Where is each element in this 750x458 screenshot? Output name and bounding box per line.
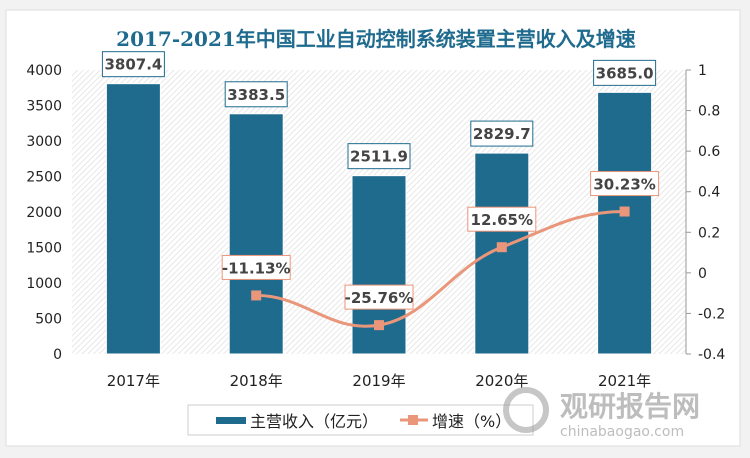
growth-marker bbox=[496, 242, 507, 253]
watermark-url: chinabaogao.com bbox=[560, 424, 684, 440]
left-axis-tick-label: 2500 bbox=[26, 170, 62, 186]
x-axis-tick-label: 2021年 bbox=[598, 372, 651, 390]
left-axis-tick-label: 500 bbox=[35, 312, 62, 328]
right-axis-tick-label: 0.2 bbox=[698, 225, 720, 241]
growth-line bbox=[256, 210, 625, 328]
left-axis-tick-label: 0 bbox=[53, 347, 62, 363]
growth-marker bbox=[374, 320, 384, 331]
right-axis-tick-label: -0.4 bbox=[698, 347, 725, 363]
bar-revenue bbox=[474, 152, 530, 355]
left-axis-tick-label: 1500 bbox=[26, 241, 62, 257]
data-label-box bbox=[347, 143, 411, 170]
chart-title: 2017-2021年中国工业自动控制系统装置主营收入及增速 bbox=[116, 27, 636, 51]
data-label-box bbox=[590, 171, 660, 197]
right-axis-tick-label: 0.6 bbox=[698, 144, 720, 160]
right-axis-tick-label: 0.8 bbox=[698, 104, 720, 120]
data-label-box bbox=[344, 284, 414, 310]
data-label-box bbox=[470, 120, 534, 147]
data-label-revenue: 3807.4 bbox=[104, 56, 162, 74]
x-axis-tick-label: 2017年 bbox=[107, 372, 160, 390]
left-axis-tick-label: 1000 bbox=[26, 276, 62, 292]
data-label-box bbox=[221, 254, 291, 280]
right-axis-tick-label: 0 bbox=[698, 266, 707, 282]
data-label-box bbox=[467, 206, 537, 232]
data-label-box bbox=[101, 51, 165, 78]
left-axis-tick-label: 2000 bbox=[26, 205, 62, 221]
data-label-box bbox=[593, 59, 657, 86]
watermark: 观研报告网 chinabaogao.com bbox=[503, 387, 700, 440]
growth-marker bbox=[619, 206, 630, 217]
data-label-growth: -25.76% bbox=[345, 289, 414, 307]
left-axis-tick-label: 4000 bbox=[26, 63, 62, 79]
data-label-revenue: 2511.9 bbox=[350, 148, 408, 166]
data-label-box bbox=[224, 81, 288, 108]
x-axis-tick-label: 2020年 bbox=[475, 372, 528, 390]
data-label-revenue: 3685.0 bbox=[596, 64, 654, 82]
right-axis-tick-label: -0.2 bbox=[698, 306, 725, 322]
data-label-revenue: 3383.5 bbox=[227, 86, 285, 104]
legend-label-growth: 增速（%） bbox=[432, 412, 511, 431]
legend-label-revenue: 主营收入（亿元） bbox=[250, 412, 378, 431]
bar-revenue bbox=[597, 91, 653, 355]
left-axis-tick-label: 3000 bbox=[26, 134, 62, 150]
bar-revenue bbox=[228, 113, 284, 355]
legend-line-marker bbox=[408, 415, 418, 425]
growth-marker bbox=[251, 290, 262, 301]
data-label-growth: 12.65% bbox=[471, 211, 533, 229]
left-axis-tick-label: 3500 bbox=[26, 99, 62, 115]
legend: 主营收入（亿元） 增速（%） bbox=[187, 404, 534, 436]
x-axis-tick-label: 2018年 bbox=[230, 372, 283, 390]
watermark-brand: 观研报告网 bbox=[560, 390, 700, 423]
legend-bar-swatch bbox=[216, 417, 246, 424]
data-label-growth: -11.13% bbox=[222, 259, 291, 277]
bar-revenue bbox=[105, 83, 161, 355]
right-axis-tick-label: 0.4 bbox=[698, 185, 720, 201]
data-label-growth: 30.23% bbox=[593, 176, 655, 194]
x-axis-tick-label: 2019年 bbox=[352, 372, 405, 390]
right-axis-tick-label: 1 bbox=[698, 63, 707, 79]
data-label-revenue: 2829.7 bbox=[473, 125, 531, 143]
